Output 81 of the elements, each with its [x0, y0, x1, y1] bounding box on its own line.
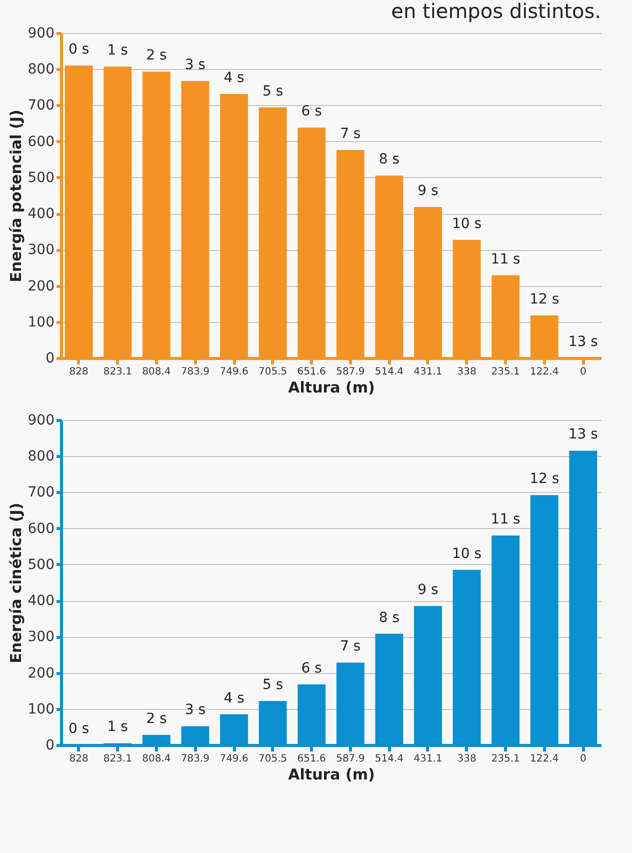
- y-tick-label: 500: [28, 556, 54, 573]
- x-tick-label: 749.6: [220, 366, 248, 378]
- annotation: 1 s: [107, 719, 128, 736]
- x-tick-label: 587.9: [336, 366, 365, 378]
- annotation: 11 s: [490, 251, 520, 268]
- x-tick-label: 514.4: [374, 754, 404, 764]
- x-tick-label: 651.6: [297, 754, 326, 764]
- y-tick-label: 700: [28, 484, 54, 501]
- x-tick-label: 705.5: [258, 754, 288, 764]
- y-axis-title: Energía potencial (J): [6, 110, 25, 282]
- x-tick-label: 651.6: [297, 366, 326, 378]
- y-tick-label: 400: [28, 593, 54, 610]
- x-tick-label: 828: [69, 366, 88, 378]
- annotation: 7 s: [340, 638, 361, 655]
- y-tick-label: 800: [28, 448, 54, 465]
- x-tick-label: 235.1: [491, 366, 520, 378]
- annotation: 13 s: [568, 334, 598, 350]
- annotation: 12 s: [530, 471, 560, 488]
- x-tick-label: 587.9: [336, 754, 365, 764]
- annotation: 9 s: [418, 183, 438, 200]
- annotation: 2 s: [146, 710, 167, 727]
- y-tick-label: 0: [46, 350, 54, 366]
- annotation: 6 s: [301, 660, 322, 676]
- annotation: 8 s: [378, 152, 400, 168]
- x-tick-label: 0: [580, 366, 586, 378]
- y-tick-label: 900: [28, 412, 54, 428]
- x-tick-label: 431.1: [414, 754, 442, 764]
- y-tick-label: 400: [28, 206, 54, 222]
- x-tick-label: 235.1: [491, 754, 520, 764]
- x-tick-label: 823.1: [103, 366, 132, 378]
- y-tick-label: 100: [28, 701, 54, 718]
- y-tick-label: 200: [28, 278, 54, 294]
- y-tick-label: 500: [28, 170, 54, 186]
- y-tick-label: 800: [28, 62, 54, 78]
- y-axis-title: Energía cinética (J): [6, 502, 25, 664]
- y-tick-label: 0: [46, 738, 54, 754]
- x-tick-label: 0: [580, 754, 586, 764]
- x-tick-label: 823.1: [103, 754, 132, 764]
- y-tick-label: 200: [28, 665, 54, 682]
- annotation: 1 s: [107, 42, 128, 59]
- annotation: 12 s: [530, 291, 560, 308]
- y-tick-label: 600: [28, 134, 54, 150]
- x-tick-label: 749.6: [220, 754, 248, 764]
- annotation: 11 s: [490, 512, 520, 528]
- annotation: 3 s: [184, 57, 206, 74]
- annotation: 4 s: [224, 70, 244, 86]
- chart-title: en tiempos distintos.: [391, 0, 601, 23]
- x-tick-label: 122.4: [530, 366, 559, 378]
- x-axis-title: Altura (m): [288, 378, 375, 396]
- annotation: 6 s: [301, 104, 322, 120]
- x-axis-title: Altura (m): [288, 766, 375, 784]
- x-tick-label: 705.5: [258, 366, 288, 378]
- x-tick-label: 338: [457, 366, 476, 378]
- annotation: 4 s: [224, 690, 244, 706]
- x-tick-label: 338: [457, 754, 476, 764]
- x-tick-label: 828: [69, 754, 88, 764]
- annotation: 5 s: [262, 83, 284, 100]
- y-tick-label: 300: [28, 629, 54, 646]
- x-tick-label: 122.4: [530, 754, 559, 764]
- y-tick-label: 600: [28, 520, 54, 537]
- annotation: 7 s: [340, 126, 361, 142]
- annotation: 5 s: [262, 676, 284, 693]
- y-tick-label: 900: [28, 26, 54, 42]
- x-tick-label: 783.9: [180, 366, 210, 378]
- annotation: 3 s: [184, 702, 206, 718]
- x-tick-label: 808.4: [142, 366, 171, 378]
- annotation: 8 s: [378, 610, 400, 626]
- annotation: 2 s: [146, 48, 167, 64]
- y-tick-label: 300: [28, 242, 54, 258]
- annotation: 0 s: [68, 42, 90, 58]
- annotation: 0 s: [68, 721, 90, 737]
- x-tick-label: 431.1: [414, 366, 442, 378]
- annotation: 10 s: [452, 216, 482, 232]
- y-tick-label: 700: [28, 98, 54, 114]
- annotation: 13 s: [568, 426, 598, 443]
- y-tick-label: 100: [28, 314, 54, 330]
- x-tick-label: 783.9: [180, 754, 210, 764]
- x-tick-label: 514.4: [374, 366, 404, 378]
- annotation: 9 s: [418, 582, 438, 598]
- x-tick-label: 808.4: [142, 754, 171, 764]
- annotation: 10 s: [452, 546, 482, 562]
